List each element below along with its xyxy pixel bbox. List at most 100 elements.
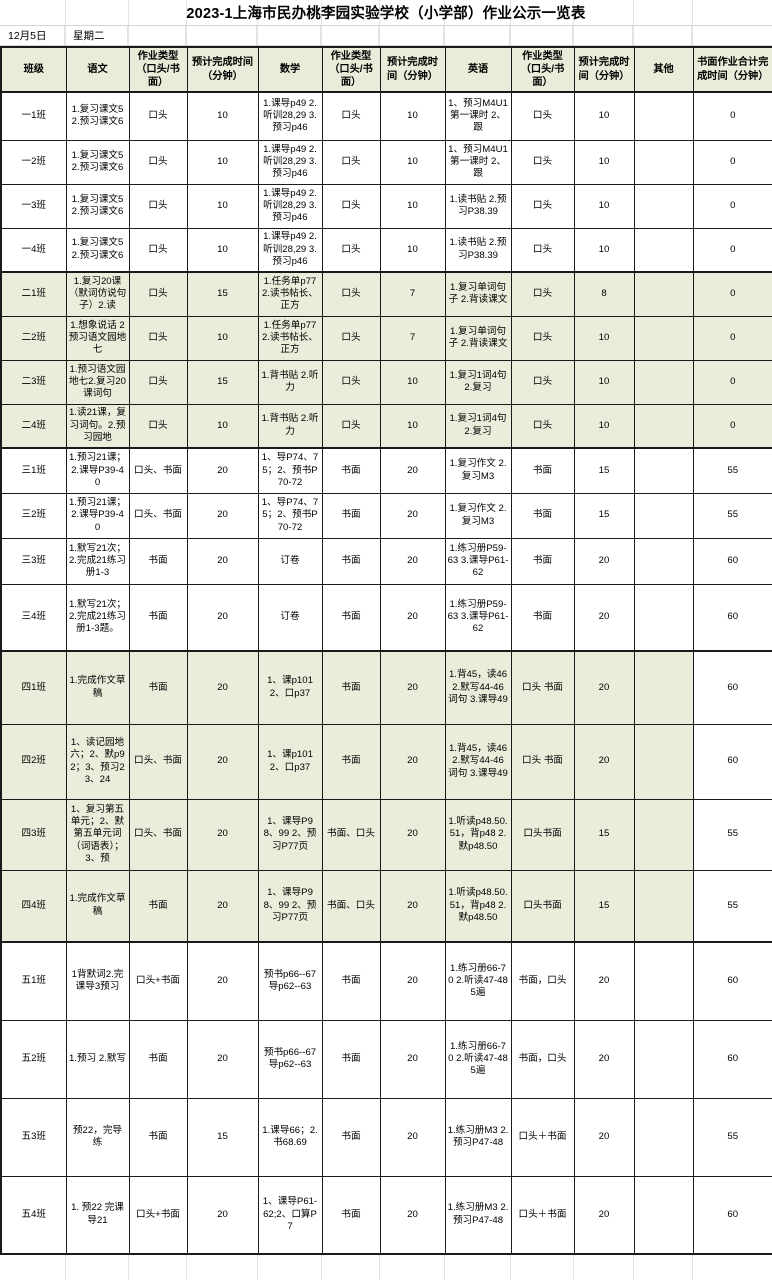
row-cell-chinese-type[interactable]: 书面 <box>128 583 188 652</box>
row-cell-english-type[interactable]: 口头 <box>510 403 575 449</box>
row-cell-total[interactable]: 0 <box>692 91 772 141</box>
row-cell-math-time[interactable]: 10 <box>379 91 446 141</box>
table-row[interactable]: 四1班 1.完成作文草稿 书面 20 1、课p101 2、口p37 书面 20 1.背45，读… <box>0 650 772 725</box>
row-cell-chinese-time[interactable]: 10 <box>186 315 259 361</box>
row-cell-chinese-time[interactable]: 20 <box>186 798 259 871</box>
row-cell-total[interactable]: 0 <box>692 183 772 229</box>
row-cell-chinese-type[interactable]: 口头、书面 <box>128 723 188 800</box>
row-cell-math-time[interactable]: 10 <box>379 403 446 449</box>
row-cell-math-type[interactable]: 口头 <box>321 91 381 141</box>
row-cell-chinese-time[interactable]: 20 <box>186 537 259 585</box>
row-cell-class[interactable]: 四4班 <box>0 869 67 943</box>
row-cell-english-time[interactable]: 15 <box>573 492 635 539</box>
table-row[interactable]: 一2班 1.复习课文5 2.预习课文6 口头 10 1.课导p49 2.听训28,29 … <box>0 139 772 185</box>
row-cell-chinese-time[interactable]: 10 <box>186 183 259 229</box>
row-cell-english-time[interactable]: 20 <box>573 1019 635 1099</box>
row-cell-english-time[interactable]: 15 <box>573 447 635 494</box>
row-cell-math-time[interactable]: 10 <box>379 183 446 229</box>
table-row[interactable]: 一1班 1.复习课文5 2.预习课文6 口头 10 1.课导p49 2.听训28,29 … <box>0 91 772 141</box>
row-cell-english[interactable]: 1.听读p48.50.51，背p48 2.默p48.50 <box>444 869 512 943</box>
row-cell-chinese-type[interactable]: 口头 <box>128 139 188 185</box>
row-cell-chinese[interactable]: 1.预习21课；2.课导P39-40 <box>65 447 130 494</box>
row-cell-english[interactable]: 1.听读p48.50.51，背p48 2.默p48.50 <box>444 798 512 871</box>
row-cell-english-type[interactable]: 口头 书面 <box>510 650 575 725</box>
row-cell-math-type[interactable]: 书面 <box>321 447 381 494</box>
row-cell-class[interactable]: 三2班 <box>0 492 67 539</box>
row-cell-math-time[interactable]: 10 <box>379 139 446 185</box>
row-cell-math-time[interactable]: 10 <box>379 227 446 273</box>
row-cell-math-type[interactable]: 书面 <box>321 1019 381 1099</box>
row-cell-total[interactable]: 55 <box>692 869 772 943</box>
row-cell-chinese-type[interactable]: 口头 <box>128 91 188 141</box>
row-cell-chinese-type[interactable]: 口头 <box>128 403 188 449</box>
table-row[interactable]: 五1班 1背默词2.完课导3预习 口头+书面 20 预书p66--67 导p62--63… <box>0 941 772 1021</box>
row-cell-english-type[interactable]: 书面，口头 <box>510 941 575 1021</box>
row-cell-math[interactable]: 1、课导P98、99 2、预习P77页 <box>257 798 323 871</box>
row-cell-total[interactable]: 0 <box>692 227 772 273</box>
row-cell-english[interactable]: 1.练习册66-70 2.听读47-48 5遍 <box>444 1019 512 1099</box>
row-cell-other[interactable] <box>633 650 694 725</box>
row-cell-math-type[interactable]: 书面 <box>321 723 381 800</box>
row-cell-chinese-type[interactable]: 书面 <box>128 537 188 585</box>
row-cell-english[interactable]: 1.复习1词4句 2.复习 <box>444 403 512 449</box>
row-cell-english-time[interactable]: 8 <box>573 271 635 317</box>
row-cell-chinese-type[interactable]: 口头、书面 <box>128 447 188 494</box>
row-cell-chinese-type[interactable]: 口头+书面 <box>128 941 188 1021</box>
row-cell-total[interactable]: 0 <box>692 315 772 361</box>
row-cell-class[interactable]: 四1班 <box>0 650 67 725</box>
row-cell-english-time[interactable]: 10 <box>573 139 635 185</box>
row-cell-english-type[interactable]: 口头＋书面 <box>510 1097 575 1177</box>
row-cell-class[interactable]: 一3班 <box>0 183 67 229</box>
row-cell-math-time[interactable]: 20 <box>379 941 446 1021</box>
row-cell-class[interactable]: 三3班 <box>0 537 67 585</box>
row-cell-total[interactable]: 60 <box>692 650 772 725</box>
row-cell-chinese[interactable]: 1.默写21次；2.完成21练习册1-3题。 <box>65 583 130 652</box>
row-cell-math-type[interactable]: 口头 <box>321 271 381 317</box>
row-cell-english-type[interactable]: 口头 <box>510 183 575 229</box>
row-cell-chinese[interactable]: 预22，完导练 <box>65 1097 130 1177</box>
table-row[interactable]: 二2班 1.想象说话 2 预习语文园地七 口头 10 1.任务单p77 2.读书帖长、正… <box>0 315 772 361</box>
row-cell-other[interactable] <box>633 359 694 405</box>
table-row[interactable]: 四4班 1.完成作文草稿 书面 20 1、课导P98、99 2、预习P77页 书面、口头 2… <box>0 869 772 943</box>
row-cell-chinese-time[interactable]: 20 <box>186 1175 259 1255</box>
row-cell-other[interactable] <box>633 403 694 449</box>
row-cell-math-type[interactable]: 口头 <box>321 139 381 185</box>
row-cell-chinese[interactable]: 1.复习课文5 2.预习课文6 <box>65 139 130 185</box>
row-cell-english[interactable]: 1.练习册M3 2. 预习P47-48 <box>444 1097 512 1177</box>
row-cell-math[interactable]: 1、课导P98、99 2、预习P77页 <box>257 869 323 943</box>
row-cell-english[interactable]: 1.复习单词句子 2.背读课文 <box>444 315 512 361</box>
table-row[interactable]: 三1班 1.预习21课；2.课导P39-40 口头、书面 20 1、导P74、75；2、… <box>0 447 772 494</box>
row-cell-chinese-time[interactable]: 10 <box>186 139 259 185</box>
row-cell-english-type[interactable]: 书面 <box>510 447 575 494</box>
table-row[interactable]: 二1班 1.复习20课（默词仿说句子）2.读 口头 15 1.任务单p77 2.读书帖长… <box>0 271 772 317</box>
row-cell-math[interactable]: 订卷 <box>257 583 323 652</box>
row-cell-total[interactable]: 0 <box>692 359 772 405</box>
row-cell-other[interactable] <box>633 798 694 871</box>
table-row[interactable]: 一4班 1.复习课文5 2.预习课文6 口头 10 1.课导p49 2.听训28,29 … <box>0 227 772 273</box>
row-cell-chinese-time[interactable]: 20 <box>186 583 259 652</box>
row-cell-chinese-time[interactable]: 20 <box>186 650 259 725</box>
row-cell-total[interactable]: 55 <box>692 447 772 494</box>
row-cell-total[interactable]: 55 <box>692 492 772 539</box>
row-cell-total[interactable]: 60 <box>692 1019 772 1099</box>
row-cell-math-type[interactable]: 书面 <box>321 537 381 585</box>
row-cell-math-type[interactable]: 书面 <box>321 1097 381 1177</box>
row-cell-math[interactable]: 1.课导66；2.书68.69 <box>257 1097 323 1177</box>
row-cell-math[interactable]: 1.背书贴 2.听力 <box>257 403 323 449</box>
row-cell-total[interactable]: 60 <box>692 583 772 652</box>
table-row[interactable]: 五3班 预22，完导练 书面 15 1.课导66；2.书68.69 书面 20 1.练习册M3… <box>0 1097 772 1177</box>
row-cell-other[interactable] <box>633 1175 694 1255</box>
row-cell-chinese-time[interactable]: 20 <box>186 492 259 539</box>
row-cell-english-time[interactable]: 20 <box>573 537 635 585</box>
row-cell-english-time[interactable]: 20 <box>573 1175 635 1255</box>
row-cell-class[interactable]: 一4班 <box>0 227 67 273</box>
row-cell-math-time[interactable]: 10 <box>379 359 446 405</box>
row-cell-english[interactable]: 1.练习册66-70 2.听读47-48 5遍 <box>444 941 512 1021</box>
row-cell-english[interactable]: 1.复习1词4句 2.复习 <box>444 359 512 405</box>
row-cell-chinese[interactable]: 1.复习课文5 2.预习课文6 <box>65 183 130 229</box>
row-cell-chinese-type[interactable]: 书面 <box>128 650 188 725</box>
row-cell-chinese-type[interactable]: 书面 <box>128 1097 188 1177</box>
row-cell-math-time[interactable]: 20 <box>379 492 446 539</box>
row-cell-math[interactable]: 1、导P74、75；2、预书P70-72 <box>257 492 323 539</box>
row-cell-math-time[interactable]: 20 <box>379 798 446 871</box>
